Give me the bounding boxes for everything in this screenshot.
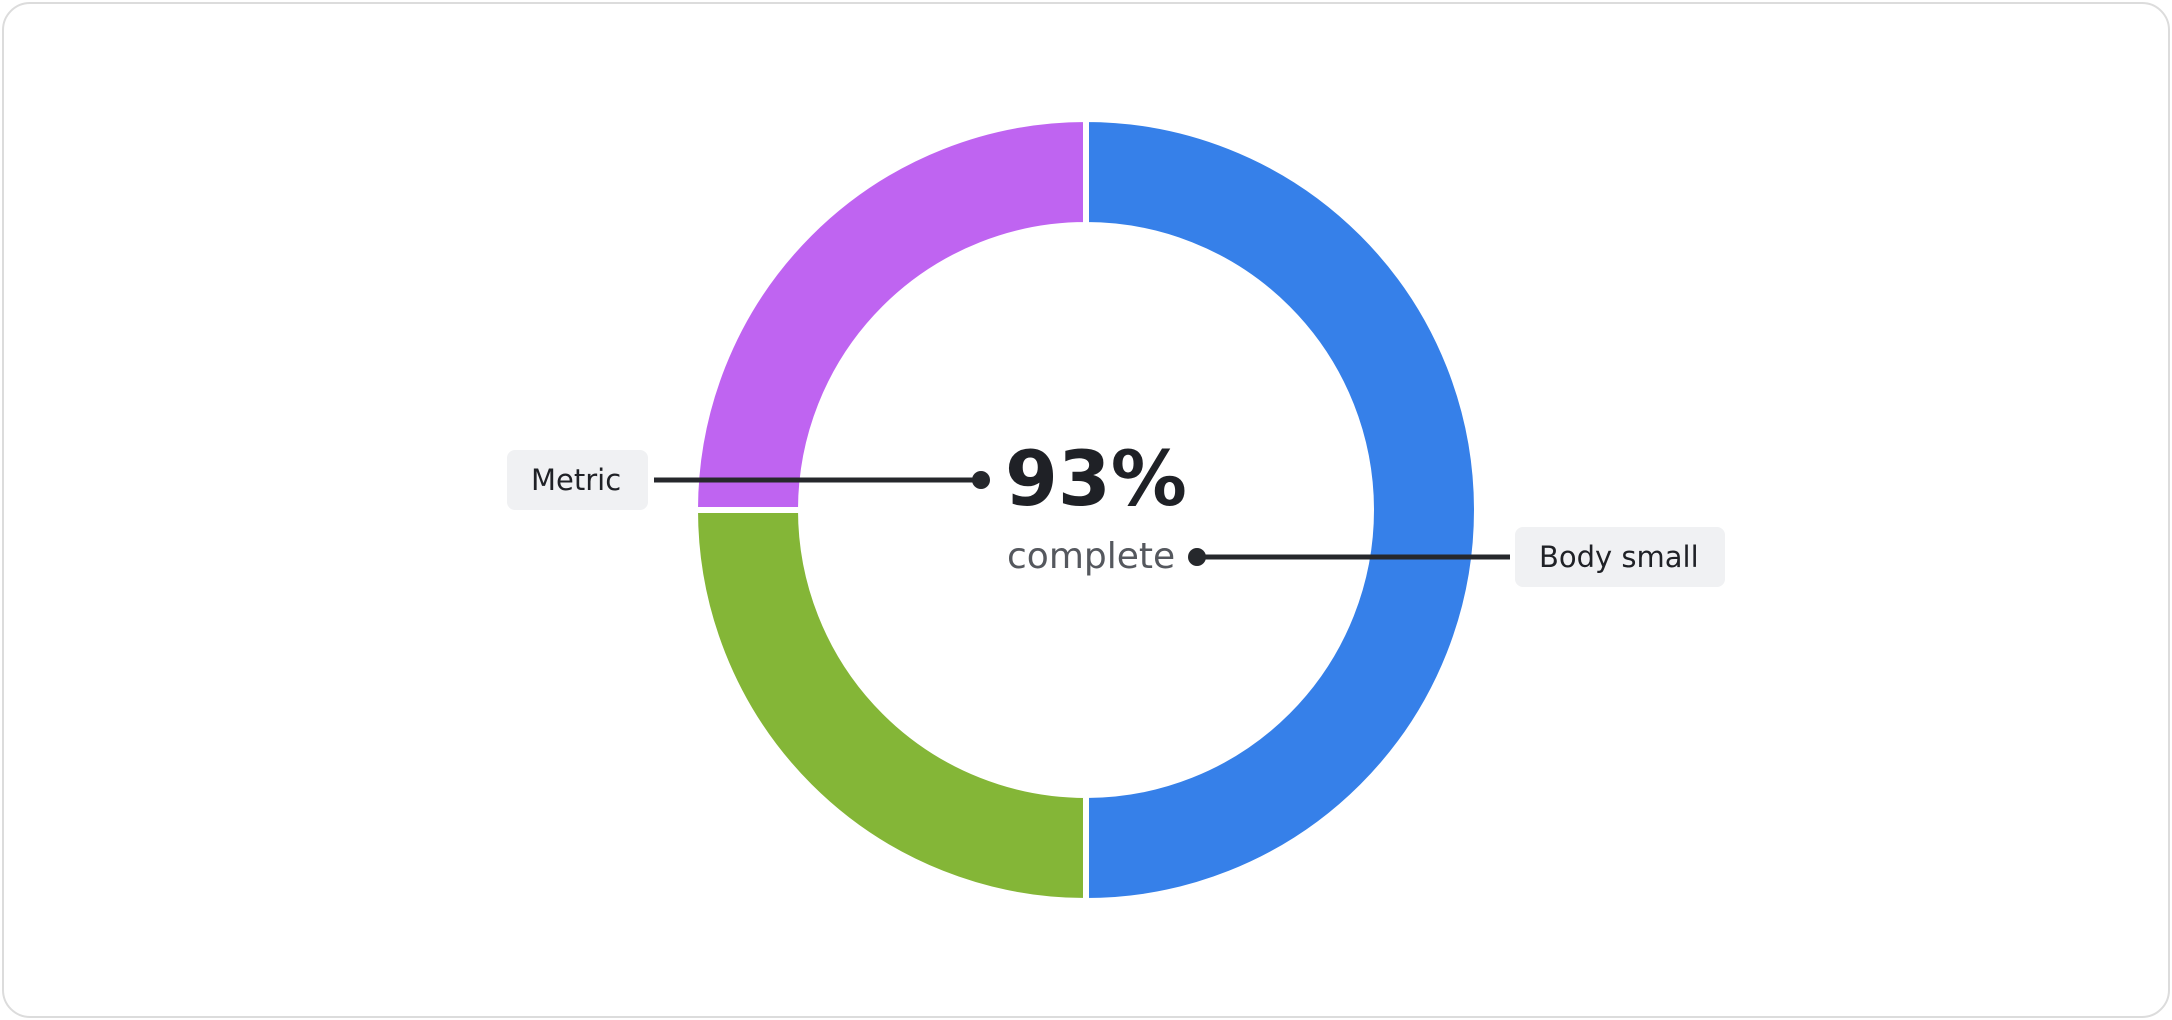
- donut-slice-1: [1083, 115, 1480, 905]
- center-metric-caption: complete: [1007, 536, 1176, 577]
- metric-callout-dot: [972, 471, 990, 489]
- body-small-annotation-label: Body small: [1515, 527, 1725, 587]
- donut-slices: [691, 115, 1480, 905]
- metric-annotation-label: Metric: [507, 450, 648, 510]
- donut-slice-3: [691, 115, 1089, 513]
- callout-lines: [654, 471, 1510, 566]
- center-metric-value: 93%: [1005, 434, 1187, 523]
- donut-slice-2: [691, 507, 1089, 905]
- body-callout-dot: [1188, 548, 1206, 566]
